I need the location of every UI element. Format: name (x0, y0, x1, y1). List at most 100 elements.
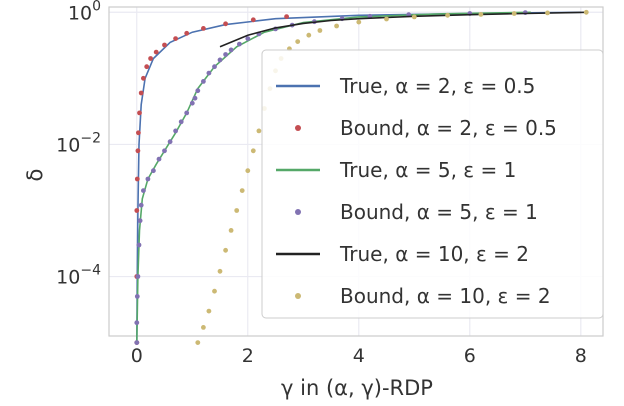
y-axis-label: δ (23, 169, 47, 182)
x-tick-label: 8 (575, 345, 587, 367)
data-point (201, 26, 206, 31)
legend-label: Bound, α = 5, ε = 1 (340, 200, 538, 224)
tick-labels: 0 2 4 6 8 100 10−2 10−4 (56, 0, 587, 367)
data-point (135, 274, 141, 279)
data-point (162, 42, 167, 48)
data-point (138, 90, 144, 96)
legend-item: True, α = 2, ε = 0.5 (276, 74, 535, 98)
legend-item: True, α = 10, ε = 2 (276, 242, 529, 266)
data-point (178, 119, 184, 125)
x-tick-label: 2 (242, 345, 254, 367)
data-point (295, 39, 301, 44)
data-point (284, 14, 289, 19)
data-point (144, 64, 150, 70)
data-point (234, 208, 240, 213)
data-point (478, 12, 484, 17)
data-point (317, 28, 323, 33)
data-point (184, 30, 190, 36)
legend: True, α = 2, ε = 0.5 Bound, α = 2, ε = 0.… (261, 49, 604, 319)
data-point (137, 218, 143, 224)
legend-label: Bound, α = 2, ε = 0.5 (340, 116, 557, 140)
data-point (228, 47, 234, 53)
legend-label: True, α = 2, ε = 0.5 (339, 74, 535, 98)
series-4 (134, 10, 528, 345)
legend-marker-swatch (295, 125, 301, 131)
data-point (167, 139, 173, 145)
legend-label: True, α = 5, ε = 1 (339, 158, 516, 182)
data-point (217, 268, 223, 274)
data-point (136, 242, 142, 248)
legend-label: True, α = 10, ε = 2 (339, 242, 529, 266)
series-1 (136, 11, 581, 343)
data-point (237, 41, 242, 47)
y-tick-label: 10−2 (56, 130, 101, 156)
series-5 (219, 11, 587, 48)
data-point (134, 294, 140, 299)
data-point (192, 95, 198, 101)
data-point (334, 23, 339, 29)
data-point (141, 188, 146, 194)
data-point (189, 100, 195, 106)
data-point (223, 52, 229, 57)
data-point (136, 130, 141, 136)
data-point (545, 10, 550, 16)
legend-marker-swatch (295, 209, 301, 215)
data-point (217, 57, 223, 63)
data-point (137, 110, 142, 116)
series-6 (195, 9, 589, 345)
data-point (173, 128, 179, 134)
data-point (239, 188, 245, 194)
data-point (206, 70, 212, 76)
data-point (195, 88, 201, 94)
legend-item: Bound, α = 5, ε = 1 (295, 200, 538, 224)
x-tick-label: 6 (464, 345, 476, 367)
data-point (145, 176, 151, 182)
data-point (138, 202, 144, 208)
data-point (148, 56, 154, 61)
data-point (223, 247, 229, 253)
data-point (411, 14, 417, 20)
data-point (156, 156, 162, 162)
data-point (212, 64, 217, 70)
data-point (135, 148, 141, 154)
data-point (245, 36, 251, 41)
data-point (134, 208, 140, 213)
data-point (151, 168, 156, 174)
data-point (141, 75, 146, 81)
legend-marker-swatch (295, 293, 301, 299)
data-point (384, 16, 389, 22)
data-point (153, 49, 159, 55)
data-point (256, 128, 262, 134)
legend-item: True, α = 5, ε = 1 (276, 158, 516, 182)
data-point (212, 288, 217, 294)
data-point (245, 168, 251, 174)
data-point (445, 12, 450, 18)
x-axis-label: γ in (α, γ)-RDP (281, 376, 433, 400)
data-point (583, 9, 589, 15)
data-point (356, 19, 362, 25)
series-line (219, 11, 587, 48)
y-tick-label: 10−4 (56, 263, 101, 289)
data-point (306, 32, 312, 38)
data-point (250, 17, 256, 23)
data-point (184, 110, 190, 116)
data-point (162, 148, 167, 154)
data-point (134, 320, 140, 326)
x-tick-label: 0 (131, 345, 143, 367)
data-point (511, 11, 517, 16)
data-point (201, 79, 206, 84)
legend-item: Bound, α = 2, ε = 0.5 (295, 116, 557, 140)
data-point (195, 340, 201, 345)
data-point (223, 21, 229, 27)
data-point (134, 340, 140, 345)
data-point (134, 176, 140, 182)
legend-label: Bound, α = 10, ε = 2 (340, 284, 551, 308)
series-line (136, 11, 581, 343)
x-tick-label: 4 (353, 345, 365, 367)
series-layer (134, 9, 589, 345)
data-point (228, 228, 234, 233)
legend-box (261, 49, 604, 319)
data-point (206, 308, 212, 314)
y-tick-label: 100 (68, 0, 101, 24)
